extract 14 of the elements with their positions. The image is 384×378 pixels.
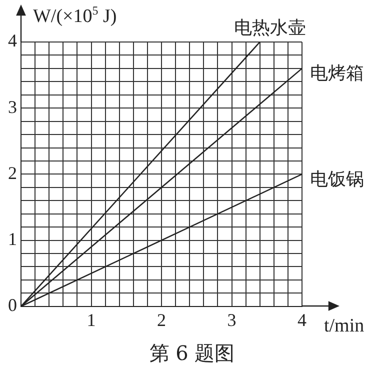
x-axis-title: t/min — [324, 315, 365, 336]
y-tick-label: 1 — [8, 229, 17, 250]
x-tick-label: 1 — [86, 310, 96, 330]
series-label: 电热水壶 — [234, 18, 306, 39]
x-tick-label: 4 — [298, 310, 306, 330]
y-tick-label: 4 — [8, 30, 17, 51]
text: 第 6 题图 — [148, 340, 236, 367]
y-tick-label: 2 — [8, 162, 17, 183]
y-tick-label: 3 — [8, 96, 17, 117]
x-tick-label: 3 — [227, 310, 236, 330]
series-label: 电烤箱 — [310, 63, 364, 84]
y-tick-label: 0 — [8, 295, 17, 316]
series-label: 电饭锅 — [310, 168, 364, 190]
x-tick-label: 2 — [157, 310, 166, 330]
